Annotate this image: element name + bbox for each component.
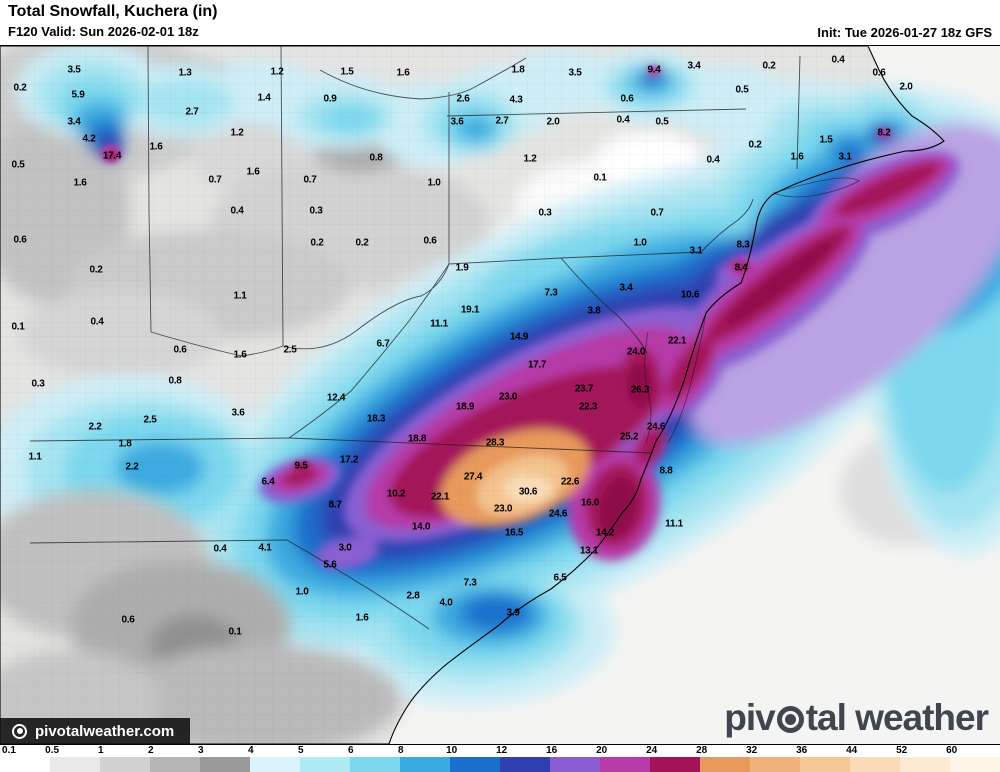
colorbar-segment: 5 [298,745,350,772]
logo-text-left: piv [724,697,775,738]
pivotal-weather-logo[interactable]: piv tal weather [724,697,989,739]
colorbar-segment: 24 [646,745,700,772]
page-title: Total Snowfall, Kuchera (in) [8,3,218,20]
watermark-text: pivotalweather.com [35,722,175,740]
colorbar-segment: 8 [398,745,450,772]
logo-target-icon [776,705,804,733]
pivotal-circle-icon [12,723,27,739]
colorbar-segment: 0.5 [45,745,100,772]
colorbar-segment: 60 [946,745,1000,772]
colorbar-segment: 3 [198,745,250,772]
colorbar-segment: 0.1 [0,745,50,772]
watermark-bar[interactable]: pivotalweather.com [0,718,191,744]
colorbar-segment: 1 [98,745,150,772]
init-time-text: Init: Tue 2026-01-27 18z GFS [817,25,992,40]
colorbar-segment: 20 [596,745,650,772]
colorbar-segment: 16 [546,745,600,772]
colorbar-segment: 4 [248,745,300,772]
valid-time-text: F120 Valid: Sun 2026-02-01 18z [8,24,199,39]
colorbar: 0.1 0.5 1 2 3 4 5 6 8 10 12 16 20 24 28 32 36 44 52 60 [0,744,1000,772]
colorbar-segment: 36 [796,745,850,772]
header: Total Snowfall, Kuchera (in) F120 Valid:… [0,0,1000,46]
colorbar-segment: 6 [348,745,400,772]
colorbar-segment: 28 [696,745,750,772]
colorbar-segment: 32 [746,745,800,772]
colorbar-segment: 52 [896,745,950,772]
logo-text-right: tal weather [805,697,989,738]
colorbar-segment: 44 [846,745,900,772]
colorbar-segment: 2 [148,745,200,772]
colorbar-segment: 12 [496,745,550,772]
colorbar-segment: 10 [446,745,500,772]
